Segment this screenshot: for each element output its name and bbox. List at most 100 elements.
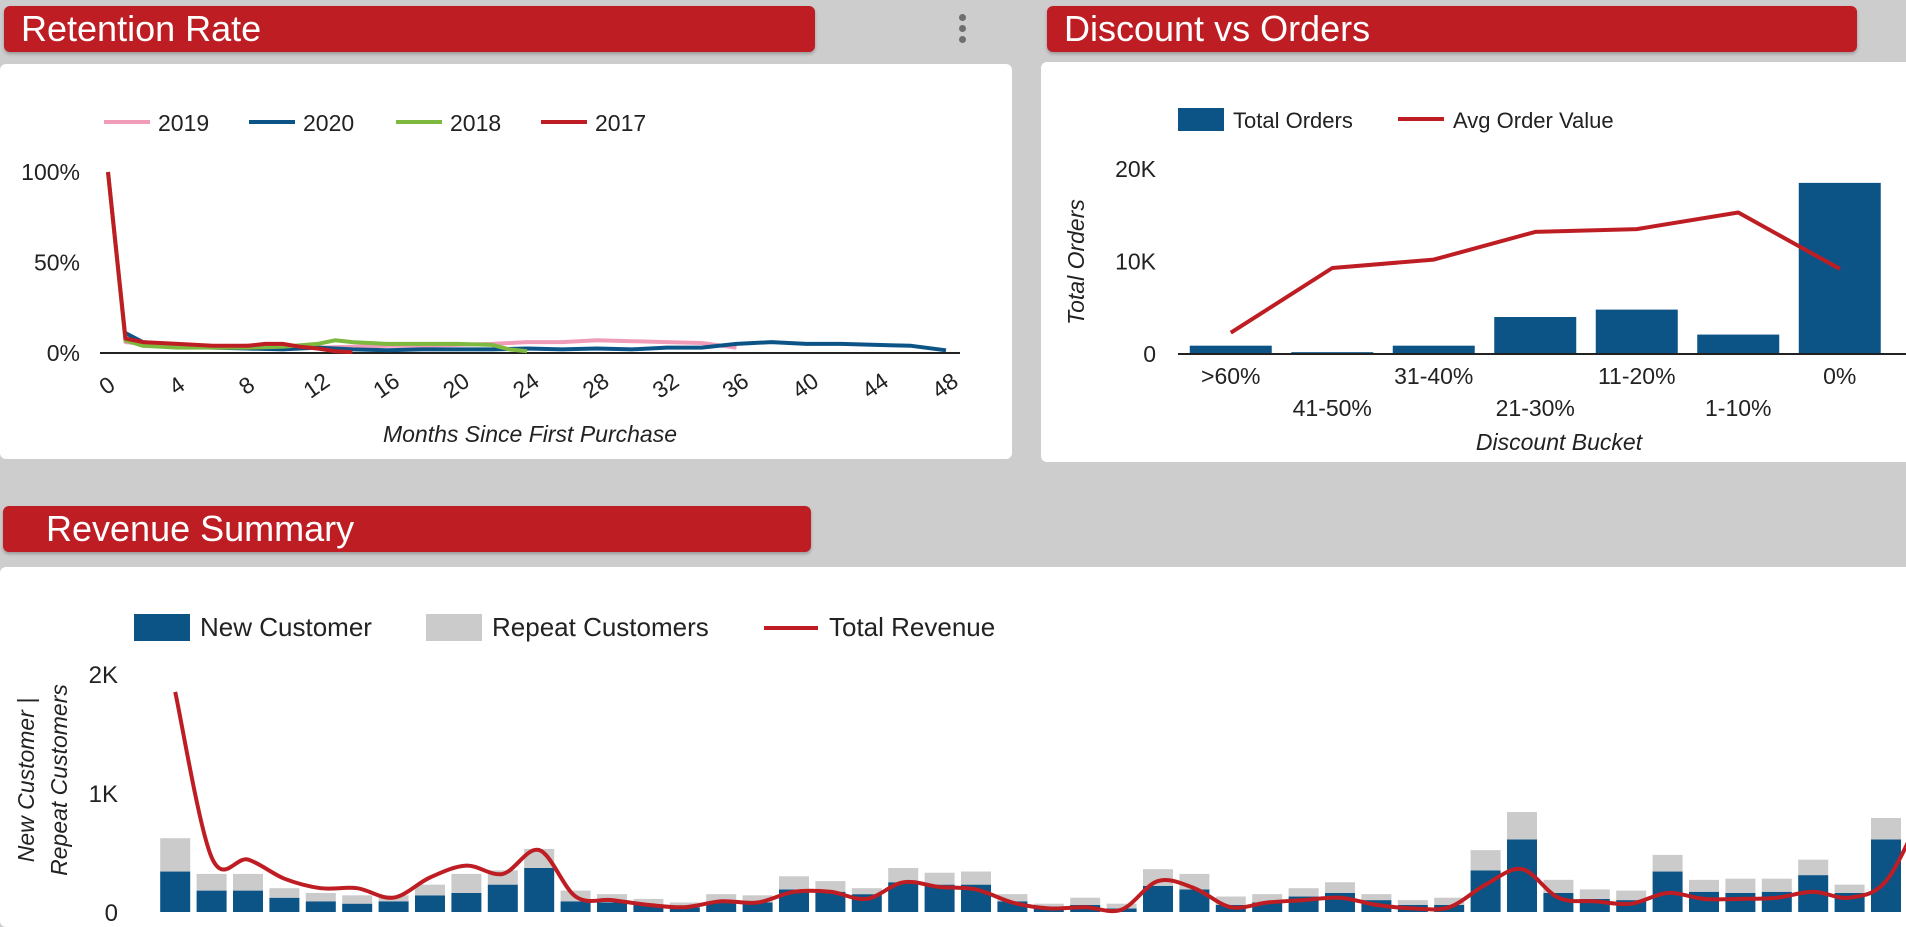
y-tick-label: 0	[1143, 341, 1156, 367]
bar-repeat-customers	[415, 884, 445, 896]
bar-repeat-customers	[1325, 882, 1355, 893]
legend-swatch-repeat-customers	[426, 614, 482, 641]
bar-repeat-customers	[1252, 894, 1283, 903]
bar-new-customer	[269, 897, 300, 912]
bar-repeat-customers	[779, 876, 809, 890]
legend-label-new-customer: New Customer	[200, 612, 372, 642]
discount-chart: Total Orders Avg Order Value 0 10K 20K Total …	[1063, 108, 1906, 455]
bar-repeat-customers	[1070, 897, 1101, 905]
bar-repeat-customers	[1834, 884, 1865, 893]
revenue-title: Revenue Summary	[46, 508, 355, 549]
retention-title-bar: Retention Rate	[4, 6, 815, 52]
x-tick-label: 31-40%	[1394, 363, 1473, 389]
legend-label-2018: 2018	[450, 110, 501, 136]
legend-label-avg-order-value: Avg Order Value	[1453, 108, 1614, 133]
revenue-card	[0, 567, 1906, 927]
legend-label-repeat-customers: Repeat Customers	[492, 612, 709, 642]
x-tick-label: 21-30%	[1496, 395, 1575, 421]
bar-total-orders	[1494, 317, 1577, 354]
bar-repeat-customers	[1652, 854, 1683, 872]
bar-repeat-customers	[1616, 890, 1647, 901]
bar-total-orders	[1697, 334, 1780, 354]
bar-repeat-customers	[1798, 859, 1829, 876]
bar-repeat-customers	[815, 881, 846, 892]
bar-new-customer	[597, 902, 627, 912]
bar-repeat-customers	[1761, 878, 1792, 892]
bar-new-customer	[1871, 839, 1901, 912]
bar-repeat-customers	[342, 895, 373, 904]
series-line-2018	[106, 171, 528, 354]
bar-repeat-customers	[1288, 888, 1319, 897]
bar-repeat-customers	[1579, 889, 1610, 899]
discount-title: Discount vs Orders	[1064, 8, 1371, 49]
bar-new-customer	[524, 867, 555, 912]
y-tick-label: 0	[105, 900, 118, 927]
x-tick-label: >60%	[1201, 363, 1260, 389]
bar-repeat-customers	[1725, 878, 1756, 893]
bar-repeat-customers	[1507, 812, 1537, 840]
discount-title-bar: Discount vs Orders	[1047, 6, 1857, 52]
x-tick-label: 11-20%	[1598, 363, 1676, 389]
bar-repeat-customers	[1689, 879, 1719, 892]
bar-total-orders	[1189, 345, 1272, 354]
x-axis-title: Discount Bucket	[1476, 429, 1644, 455]
bar-repeat-customers	[1143, 869, 1173, 886]
bar-new-customer	[1616, 900, 1647, 912]
bar-repeat-customers	[1106, 903, 1137, 909]
bar-repeat-customers	[1397, 900, 1428, 905]
y-tick-label: 0%	[47, 340, 80, 366]
bar-repeat-customers	[1215, 896, 1246, 905]
revenue-chart: New Customer Repeat Customers Total Revenu…	[13, 612, 1906, 927]
bar-total-orders	[1392, 345, 1475, 354]
legend-label-total-revenue: Total Revenue	[829, 612, 995, 642]
legend-label-total-orders: Total Orders	[1233, 108, 1353, 133]
y-tick-label: 50%	[34, 250, 80, 276]
bar-new-customer	[233, 890, 263, 912]
bar-repeat-customers	[851, 888, 882, 895]
legend-swatch-new-customer	[134, 614, 190, 641]
y-axis-title-line1: New Customer |	[13, 698, 39, 862]
bar-new-customer	[1725, 892, 1756, 912]
bar-total-orders	[1595, 309, 1678, 354]
bar-repeat-customers	[1871, 817, 1901, 840]
bar-repeat-customers	[305, 892, 336, 902]
bar-new-customer	[451, 892, 482, 912]
y-tick-label: 1K	[89, 781, 118, 808]
bar-new-customer	[1689, 891, 1719, 912]
series-line-avg-order-value	[1229, 210, 1841, 335]
legend-swatch-total-orders	[1178, 108, 1224, 131]
bar-repeat-customers	[888, 867, 919, 883]
x-tick-label: 41-50%	[1293, 395, 1372, 421]
legend-label-2019: 2019	[158, 110, 209, 136]
series-line-total-revenue	[173, 691, 1906, 914]
bar-repeat-customers	[997, 894, 1028, 902]
bar-repeat-customers	[1361, 894, 1392, 901]
bar-repeat-customers	[742, 895, 773, 903]
bar-repeat-customers	[669, 902, 700, 908]
bar-repeat-customers	[706, 894, 737, 902]
bar-new-customer	[415, 895, 445, 912]
bar-new-customer	[342, 903, 373, 912]
bar-repeat-customers	[233, 873, 263, 891]
bar-new-customer	[1179, 889, 1210, 912]
series-line-2017	[106, 171, 353, 355]
x-tick-label: 0%	[1823, 363, 1856, 389]
bar-repeat-customers	[196, 873, 227, 891]
retention-card	[0, 64, 1012, 459]
bar-repeat-customers	[961, 871, 991, 885]
bar-repeat-customers	[160, 838, 191, 872]
x-tick-label: 1-10%	[1705, 395, 1771, 421]
retention-title: Retention Rate	[21, 8, 262, 49]
y-axis-title-line2: Repeat Customers	[46, 684, 72, 876]
bar-new-customer	[487, 884, 518, 912]
bar-repeat-customers	[1543, 879, 1574, 893]
y-tick-label: 100%	[21, 159, 80, 185]
bar-repeat-customers	[1434, 897, 1465, 905]
x-axis-title: Months Since First Purchase	[383, 421, 677, 447]
bar-repeat-customers	[924, 872, 955, 885]
y-tick-label: 2K	[89, 662, 118, 689]
y-tick-label: 10K	[1115, 249, 1157, 275]
legend-label-2017: 2017	[595, 110, 646, 136]
more-options-icon[interactable]	[954, 14, 970, 50]
